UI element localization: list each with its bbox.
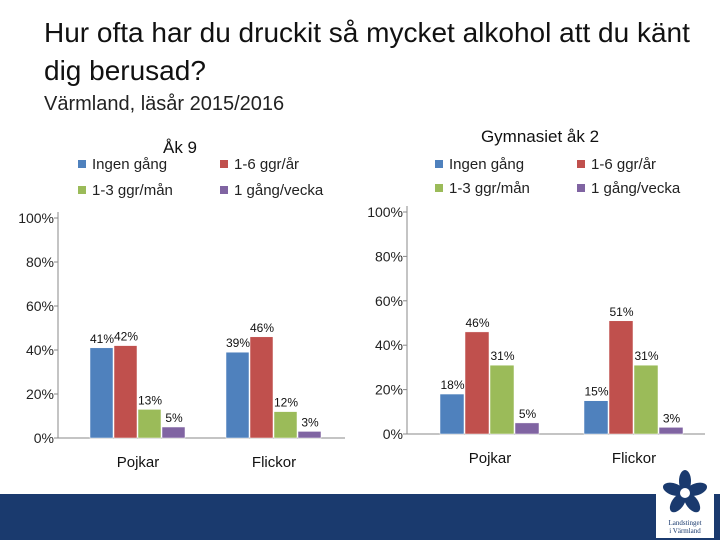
chart-gymnasiet: Gymnasiet åk 2 Ingen gång 1-6 ggr/år 1-3 gg…: [367, 127, 705, 467]
legend-label: Ingen gång: [92, 156, 167, 173]
logo-text-line1: Landstinget: [668, 519, 702, 527]
footer-bar: [0, 494, 720, 540]
bar: [137, 409, 162, 439]
y-tick-label: 80%: [375, 248, 403, 264]
legend-swatch: [577, 184, 585, 192]
legend-swatch: [78, 186, 86, 194]
data-label: 51%: [609, 305, 633, 319]
x-category-label: Flickor: [252, 454, 296, 471]
legend-swatch: [220, 160, 228, 168]
legend-label: Ingen gång: [449, 156, 524, 173]
legend-swatch: [435, 184, 443, 192]
data-label: 5%: [165, 411, 183, 425]
y-tick-label: 40%: [26, 342, 54, 358]
bar: [161, 426, 186, 439]
y-tick-label: 0%: [383, 426, 403, 442]
data-label: 46%: [250, 321, 274, 335]
bar: [489, 364, 515, 435]
y-tick-label: 60%: [26, 298, 54, 314]
bar: [89, 347, 114, 439]
bar: [514, 422, 540, 435]
bar: [225, 351, 250, 439]
data-label: 41%: [90, 332, 114, 346]
data-label: 46%: [465, 316, 489, 330]
legend-swatch: [435, 160, 443, 168]
y-tick-label: 40%: [375, 337, 403, 353]
legend-swatch: [78, 160, 86, 168]
data-label: 15%: [584, 385, 608, 399]
legend-label: 1-3 ggr/mån: [92, 182, 173, 199]
logo-text-line2: i Värmland: [669, 527, 701, 535]
legend-swatch: [577, 160, 585, 168]
data-label: 3%: [663, 411, 681, 425]
bar: [297, 431, 322, 439]
data-label: 3%: [301, 415, 319, 429]
y-tick-label: 60%: [375, 293, 403, 309]
chart-title: Åk 9: [163, 138, 197, 157]
legend-swatch: [220, 186, 228, 194]
y-tick-label: 100%: [367, 204, 403, 220]
bar: [273, 411, 298, 439]
chart-title: Gymnasiet åk 2: [481, 127, 599, 146]
legend-label: 1-6 ggr/år: [234, 156, 299, 173]
data-label: 39%: [226, 336, 250, 350]
logo: Landstinget i Värmland: [656, 466, 714, 538]
bar: [464, 331, 490, 435]
legend-label: 1 gång/vecka: [591, 180, 681, 197]
legend-label: 1-3 ggr/mån: [449, 180, 530, 197]
legend-label: 1-6 ggr/år: [591, 156, 656, 173]
x-category-label: Pojkar: [469, 450, 512, 467]
legend-label: 1 gång/vecka: [234, 182, 324, 199]
bar: [583, 400, 609, 435]
x-category-label: Flickor: [612, 450, 656, 467]
data-label: 31%: [634, 349, 658, 363]
y-tick-label: 20%: [375, 382, 403, 398]
y-tick-label: 100%: [18, 210, 54, 226]
y-tick-label: 20%: [26, 386, 54, 402]
bar: [113, 345, 138, 439]
bar: [608, 320, 634, 435]
data-label: 18%: [440, 378, 464, 392]
flower-logo-icon: [662, 470, 708, 513]
data-label: 12%: [274, 396, 298, 410]
y-tick-label: 0%: [34, 430, 54, 446]
data-label: 42%: [114, 330, 138, 344]
bar: [439, 393, 465, 435]
page-subtitle: Värmland, läsår 2015/2016: [44, 93, 285, 115]
data-label: 13%: [138, 393, 162, 407]
bar: [633, 364, 659, 435]
bar: [658, 427, 684, 435]
data-label: 5%: [519, 407, 537, 421]
bar: [249, 336, 274, 439]
page-title: Hur ofta har du druckit så mycket alkoho…: [44, 17, 690, 86]
y-tick-label: 80%: [26, 254, 54, 270]
data-label: 31%: [490, 349, 514, 363]
x-category-label: Pojkar: [117, 454, 160, 471]
